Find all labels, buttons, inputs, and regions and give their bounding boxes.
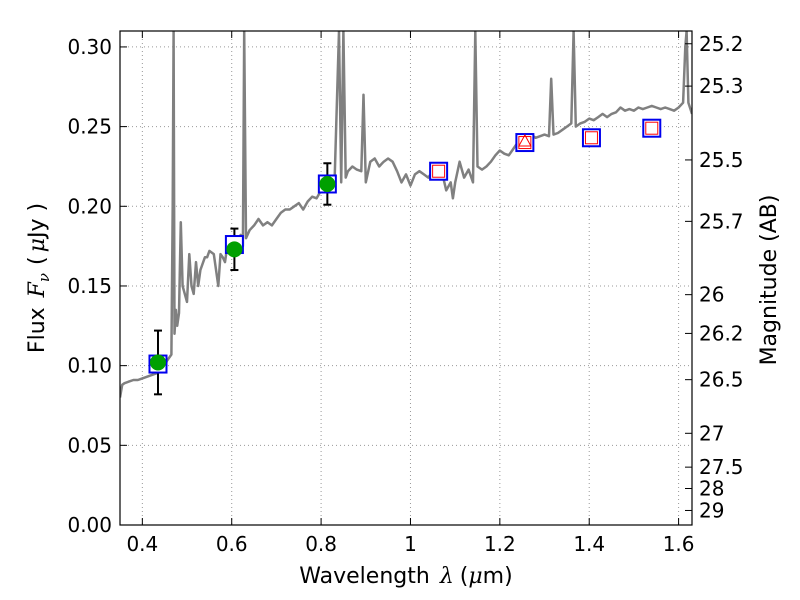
y2-tick-label: 27.5 (699, 455, 744, 479)
model-flux-marker (581, 128, 601, 148)
y2-tick-label: 27 (699, 421, 724, 445)
y-tick-label: 0.20 (67, 194, 112, 218)
y-tick-label: 0.05 (67, 433, 112, 457)
y2-tick-label: 26 (699, 283, 724, 307)
markers-layer (148, 118, 662, 396)
y2-tick-label: 25.3 (699, 74, 744, 98)
observed-flux-marker (226, 241, 243, 258)
red-square-marker (584, 131, 598, 145)
y-axis: 0.00 0.05 0.10 0.15 0.20 0.25 0.30 (67, 35, 127, 537)
model-flux-marker (642, 118, 662, 138)
plot-area (120, 31, 692, 398)
y2-tick-label: 28 (699, 476, 724, 500)
red-square-marker (432, 164, 446, 178)
red-square-marker (645, 121, 659, 135)
spectrum-layer (120, 31, 692, 398)
spectrum-line (120, 31, 692, 398)
y-tick-label: 0.25 (67, 115, 112, 139)
y-tick-label: 0.00 (67, 513, 112, 537)
observed-flux-marker (319, 175, 336, 192)
y2-tick-label: 25.7 (699, 209, 744, 233)
y-tick-label: 0.15 (67, 274, 112, 298)
y2-tick-label: 29 (699, 498, 724, 522)
y2-tick-label: 26.5 (699, 368, 744, 392)
x-tick-label: 1.6 (663, 532, 695, 556)
y-tick-label: 0.10 (67, 354, 112, 378)
y-tick-label: 0.30 (67, 35, 112, 59)
observed-flux-marker (149, 354, 166, 371)
x-tick-label: 1.2 (484, 532, 516, 556)
y2-tick-label: 26.2 (699, 321, 744, 345)
y2-tick-label: 25.5 (699, 148, 744, 172)
model-flux-marker (429, 161, 449, 181)
plot-frame (119, 30, 693, 526)
y2-axis-label: Magnitude (AB) (757, 195, 782, 366)
x-axis: 0.4 0.6 0.8 1 1.2 1.4 1.6 (126, 31, 695, 556)
x-tick-label: 1.4 (573, 532, 605, 556)
x-axis-label: Wavelength λ (μm) (299, 564, 512, 589)
red-square-marker (518, 136, 532, 150)
red-triangle-marker (518, 133, 532, 147)
y-axis-label: FluxFν(μJy ) (25, 203, 53, 353)
x-tick-label: 0.8 (305, 532, 337, 556)
y2-tick-label: 25.2 (699, 32, 744, 56)
x-tick-label: 0.6 (216, 532, 248, 556)
x-tick-label: 0.4 (126, 532, 158, 556)
x-tick-label: 1 (404, 532, 417, 556)
